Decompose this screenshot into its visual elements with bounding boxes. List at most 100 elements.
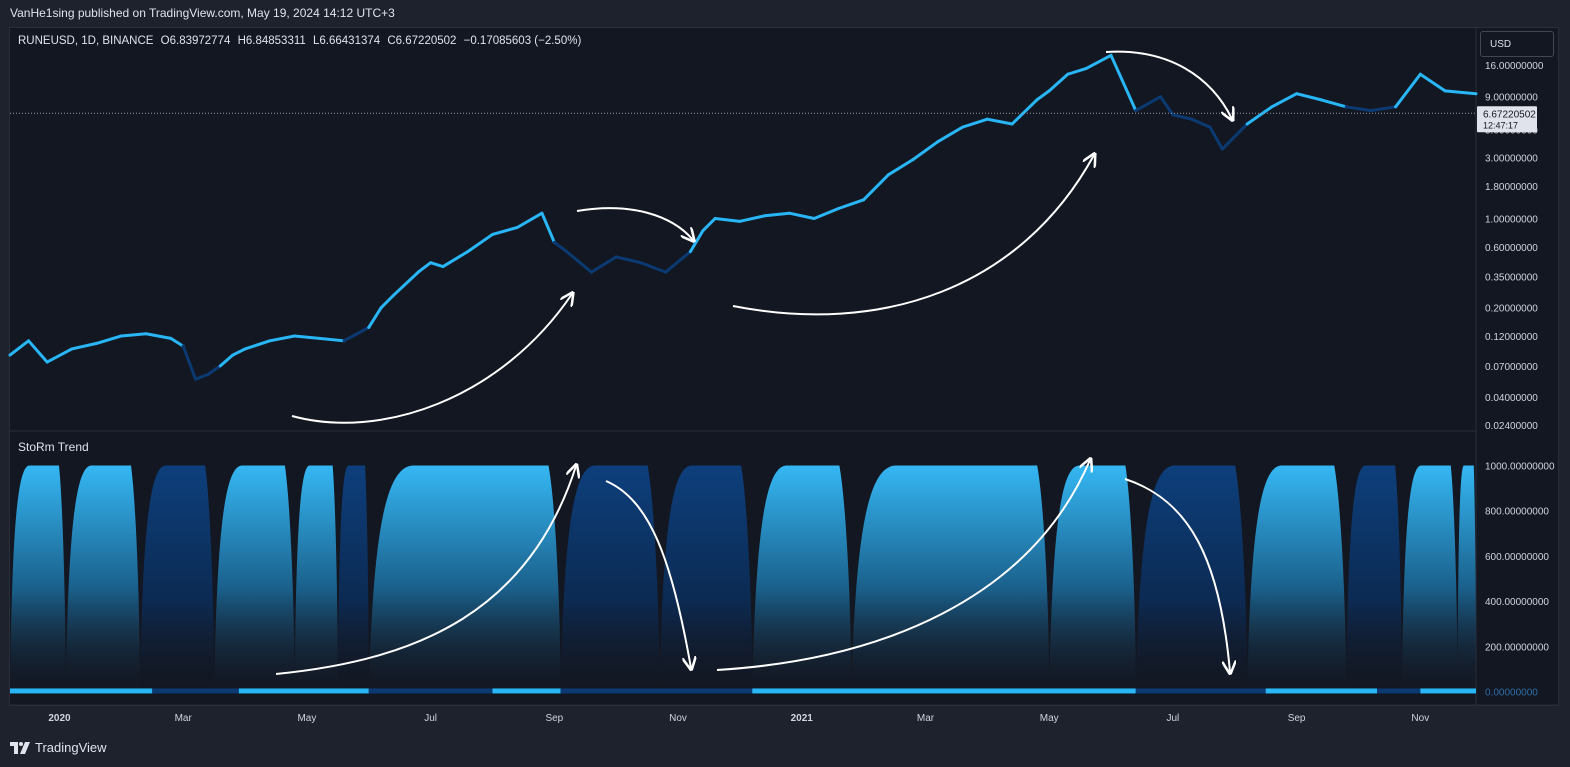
price-segment (243, 339, 272, 351)
grid (10, 28, 1558, 706)
price-segment (515, 211, 544, 229)
indicator-cycle-area (560, 465, 660, 692)
indicator-cycle-area (752, 465, 852, 692)
time-axis-tick: Jul (424, 713, 437, 724)
indicator-cycle-area (214, 465, 295, 692)
annotation-arrow (576, 207, 693, 240)
price-segment (1066, 66, 1088, 76)
price-segment (540, 211, 556, 244)
price-segment (1047, 72, 1070, 93)
indicator-baseline-segment (152, 688, 239, 694)
time-axis-tick: Sep (1288, 713, 1306, 724)
indicator-cycle-area (65, 465, 140, 692)
price-segment (1171, 113, 1193, 121)
price-segment (614, 255, 643, 265)
legend-low: L6.66431374 (313, 35, 381, 47)
indicator-cycle-area (10, 465, 66, 692)
annotation-arrow (291, 294, 572, 424)
indicator-baseline-segment (1420, 688, 1476, 694)
price-segment (812, 206, 841, 220)
price-segment (1189, 117, 1212, 129)
indicator-axis-tick: 1000.00000000 (1485, 462, 1555, 473)
time-axis-tick: 2020 (48, 713, 71, 724)
indicator-cycle-area (851, 465, 1050, 692)
price-segment (911, 140, 940, 161)
price-segment (1295, 92, 1323, 102)
price-segment (985, 117, 1014, 126)
axis-layer: 16.000000009.000000005.000000003.0000000… (48, 61, 1555, 724)
time-axis-tick: Mar (175, 713, 193, 724)
annotation-arrow (605, 480, 691, 668)
price-segment (8, 339, 31, 357)
indicator-baseline-segment (492, 688, 561, 694)
indicator-baseline-segment (1377, 688, 1421, 694)
indicator-cycle-area (1135, 465, 1248, 692)
footer-brand[interactable]: TradingView (10, 740, 107, 755)
last-price-badge (1477, 106, 1537, 133)
legend-open: O6.83972774 (160, 35, 231, 47)
indicator-cycle-area (1401, 465, 1458, 692)
time-axis-tick: 2021 (791, 713, 814, 724)
price-segment (1245, 105, 1274, 126)
price-segment (565, 250, 593, 274)
legend-close: C6.67220502 (387, 35, 457, 47)
price-segment (862, 173, 890, 202)
indicator-title[interactable]: StoRm Trend (18, 440, 89, 454)
indicator-cycle-area (1247, 465, 1347, 692)
price-axis-tick: 0.35000000 (1485, 273, 1538, 284)
tradingview-logo-icon (10, 741, 30, 754)
price-segment (1134, 95, 1163, 113)
indicator-cycle-area (1346, 465, 1402, 692)
price-axis-tick: 1.80000000 (1485, 182, 1538, 193)
price-segment (961, 117, 989, 129)
indicator-baseline-segment (238, 688, 369, 694)
price-segment (589, 255, 618, 274)
price-segment (701, 216, 717, 233)
price-segment (194, 372, 210, 381)
indicator-baseline-segment (1135, 688, 1266, 694)
price-axis-tick: 0.04000000 (1485, 393, 1538, 404)
price-axis-tick: 0.07000000 (1485, 362, 1538, 373)
price-segment (1443, 89, 1478, 96)
price-segment (231, 347, 247, 357)
price-segment (367, 306, 383, 329)
annotation-arrow (732, 155, 1094, 316)
price-segment (1208, 125, 1224, 151)
price-segment (1369, 105, 1398, 113)
price-segment (70, 341, 99, 351)
price-segment (1344, 105, 1373, 113)
price-axis-tick: 9.00000000 (1485, 93, 1538, 104)
price-segment (293, 334, 321, 340)
indicator-cycle-area (368, 465, 561, 692)
price-segment (45, 347, 74, 364)
indicator-axis-tick: 800.00000000 (1485, 507, 1549, 518)
price-segment (119, 332, 148, 338)
price-axis-tick: 0.20000000 (1485, 304, 1538, 315)
time-axis-tick: Nov (669, 713, 687, 724)
price-segment (342, 325, 371, 343)
price-segment (1220, 122, 1249, 151)
footer-brand-text: TradingView (35, 740, 107, 755)
price-segment (787, 211, 816, 220)
price-segment (441, 250, 470, 269)
price-segment (206, 364, 222, 376)
price-segment (837, 198, 866, 210)
price-segment (886, 157, 915, 177)
indicator-axis-tick: 0.00000000 (1485, 687, 1538, 698)
time-axis-tick: Jul (1167, 713, 1180, 724)
price-segment (1084, 53, 1113, 70)
price-segment (317, 336, 346, 343)
price-segment (1035, 89, 1051, 102)
indicator-layer (10, 465, 1476, 694)
price-axis-tick: 0.60000000 (1485, 243, 1538, 254)
currency-button[interactable]: USD (1480, 31, 1554, 57)
legend-symbol[interactable]: RUNEUSD, 1D, BINANCE (18, 35, 154, 47)
annotation-arrow (1105, 50, 1232, 119)
time-axis-tick: Mar (917, 713, 935, 724)
time-axis-tick: Nov (1411, 713, 1429, 724)
price-segment (490, 225, 519, 236)
price-segment (429, 261, 445, 269)
price-segment (392, 270, 420, 297)
price-segment (1270, 92, 1299, 109)
